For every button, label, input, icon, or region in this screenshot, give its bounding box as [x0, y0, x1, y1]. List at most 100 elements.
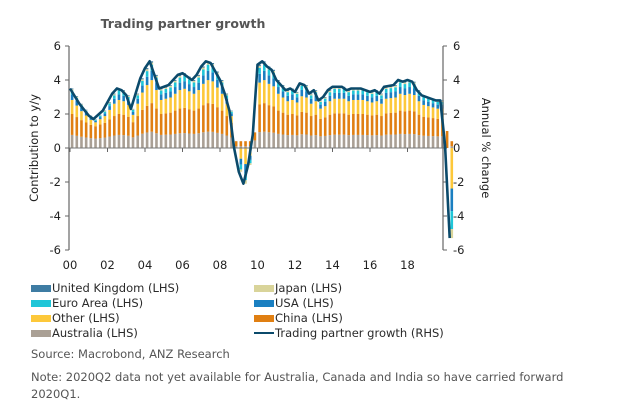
bar-segment — [178, 90, 182, 109]
bar-segment — [450, 141, 454, 147]
bar-segment — [94, 126, 97, 139]
bar-segment — [155, 108, 158, 134]
legend-swatch — [254, 314, 274, 322]
bar-segment — [277, 133, 280, 148]
bar-segment — [220, 80, 224, 81]
bar-segment — [239, 148, 243, 159]
bar-segment — [422, 135, 425, 148]
bar-segment — [103, 137, 107, 148]
bar-segment — [450, 148, 454, 189]
bar-segment — [178, 108, 182, 134]
bar-segment — [103, 116, 107, 123]
bar-stack — [262, 61, 266, 148]
bar-segment — [244, 148, 247, 165]
bar-segment — [431, 107, 435, 119]
bar-stack — [192, 80, 196, 148]
bar-segment — [333, 98, 336, 114]
bar-segment — [80, 111, 83, 121]
bar-segment — [281, 134, 285, 148]
bar-segment — [408, 110, 411, 134]
bar-segment — [145, 132, 149, 148]
right-tick-label: 0 — [453, 141, 460, 155]
bar-segment — [286, 92, 290, 96]
bar-stack — [352, 88, 355, 148]
bar-segment — [127, 95, 130, 98]
bar-segment — [361, 99, 365, 114]
bar-segment — [394, 87, 397, 92]
legend-item-other: Other (LHS) — [31, 311, 120, 325]
legend-item-trading-partner-growth: Trading partner growth (RHS) — [254, 326, 444, 340]
bar-segment — [150, 70, 154, 81]
legend-item-euro-area: Euro Area (LHS) — [31, 296, 143, 310]
bar-segment — [169, 87, 172, 92]
left-tick-label: 6 — [54, 39, 61, 53]
bar-segment — [253, 132, 257, 141]
bar-stack — [150, 61, 154, 148]
right-tick-label: 2 — [453, 107, 460, 121]
bar-segment — [187, 91, 191, 110]
bar-segment — [431, 103, 435, 108]
bar-stack — [361, 88, 365, 148]
bar-stack — [258, 64, 261, 148]
bar-segment — [347, 114, 350, 136]
bar-segment — [94, 119, 97, 121]
bar-stack — [173, 80, 177, 148]
x-tick-label: 18 — [400, 258, 415, 272]
bar-segment — [239, 164, 243, 170]
bar-stack — [342, 86, 346, 148]
bar-segment — [408, 87, 411, 94]
stacked-bars — [70, 61, 454, 239]
bar-segment — [417, 101, 421, 115]
bar-segment — [80, 136, 83, 148]
bar-segment — [352, 99, 355, 114]
bar-segment — [267, 105, 271, 133]
bar-segment — [169, 85, 172, 88]
bar-segment — [220, 80, 224, 83]
bar-segment — [295, 135, 299, 148]
bar-stack — [178, 74, 182, 148]
line-layer — [68, 60, 451, 239]
bar-segment — [75, 100, 79, 106]
bar-segment — [141, 79, 144, 81]
x-tick-label: 00 — [63, 258, 78, 272]
bar-segment — [75, 117, 79, 136]
bar-segment — [225, 93, 229, 95]
bar-segment — [216, 79, 219, 88]
bar-stack — [281, 85, 285, 148]
bar-segment — [192, 93, 196, 111]
bar-stack — [169, 85, 172, 148]
bar-segment — [272, 69, 275, 71]
bar-segment — [145, 105, 149, 133]
bar-segment — [84, 122, 88, 138]
bar-segment — [169, 112, 172, 135]
bar-segment — [216, 87, 219, 108]
bar-segment — [412, 95, 416, 112]
bar-segment — [131, 137, 135, 148]
bar-segment — [127, 95, 130, 96]
bar-segment — [159, 114, 163, 135]
bar-segment — [112, 98, 116, 104]
bar-segment — [370, 115, 374, 136]
bar-segment — [356, 99, 360, 114]
bar-segment — [103, 111, 107, 114]
bar-segment — [389, 86, 393, 89]
bar-segment — [366, 95, 369, 102]
bar-segment — [258, 82, 261, 105]
bar-segment — [262, 64, 266, 71]
bar-segment — [173, 80, 177, 81]
bar-segment — [333, 113, 336, 135]
bar-segment — [89, 124, 93, 139]
bar-segment — [398, 133, 402, 148]
legend-item-united-kingdom: United Kingdom (LHS) — [31, 281, 179, 295]
bar-segment — [267, 69, 271, 76]
bar-segment — [436, 104, 440, 109]
bar-segment — [366, 101, 369, 115]
bar-stack — [112, 93, 116, 148]
bar-segment — [333, 134, 336, 148]
bar-segment — [445, 131, 449, 148]
legend-item-china: China (LHS) — [254, 311, 343, 325]
bar-stack — [445, 131, 449, 148]
bar-segment — [384, 87, 388, 89]
bar-segment — [394, 112, 397, 135]
bar-segment — [164, 92, 168, 99]
